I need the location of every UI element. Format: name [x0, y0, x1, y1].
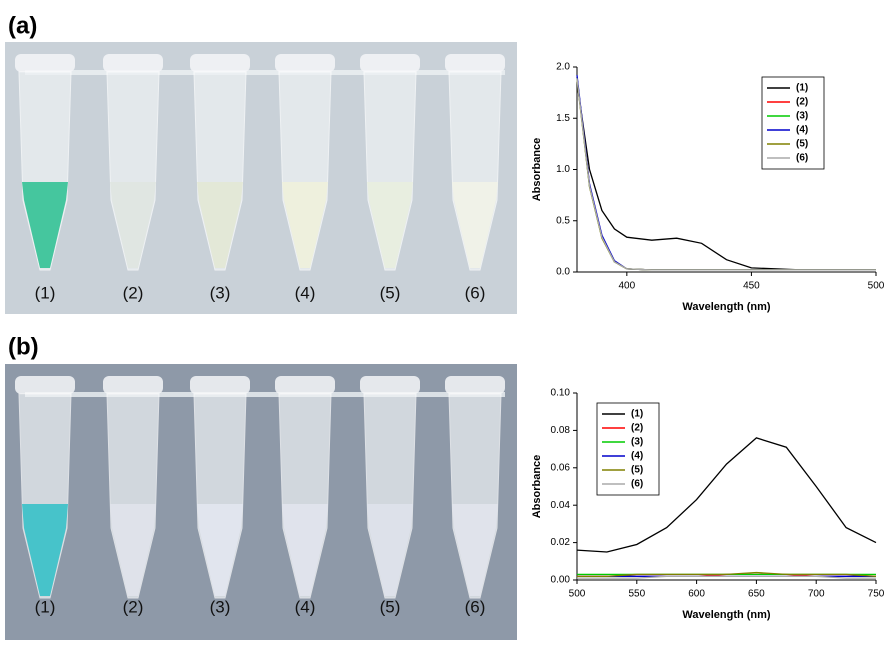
tube-label: (6) [465, 283, 486, 302]
tube-liquid [22, 182, 68, 268]
tube-label: (4) [295, 597, 316, 616]
tube-label: (5) [380, 283, 401, 302]
panel-label: (b) [8, 333, 39, 360]
data-line [577, 571, 877, 577]
legend-label: (3) [631, 437, 643, 448]
tube-liquid [110, 504, 156, 596]
tube-cap [15, 54, 75, 72]
photo-background [5, 42, 517, 314]
legend-label: (6) [796, 153, 808, 164]
tube-liquid [197, 182, 243, 268]
data-line [576, 77, 876, 271]
tube-strip [25, 70, 505, 75]
y-tick-label: 1.0 [556, 164, 570, 175]
tube-strip [25, 392, 505, 397]
x-tick-label: 500 [868, 281, 885, 292]
data-line [576, 79, 876, 271]
y-tick-label: 0.0 [556, 267, 570, 278]
tube-cap [103, 376, 163, 394]
tube-cap [103, 54, 163, 72]
legend-label: (5) [796, 139, 808, 150]
tube-cap [275, 376, 335, 394]
x-tick-label: 500 [569, 589, 586, 600]
tube-cap [15, 376, 75, 394]
tube-cap [445, 376, 505, 394]
data-line [576, 437, 877, 553]
y-axis-label: Absorbance [531, 455, 543, 519]
data-line [577, 575, 876, 579]
panel-label: (a) [8, 12, 37, 39]
data-line [576, 75, 876, 271]
y-tick-label: 0.08 [551, 425, 571, 436]
legend-label: (5) [631, 465, 643, 476]
tube-label: (3) [210, 283, 231, 302]
legend-label: (4) [796, 125, 808, 136]
x-tick-label: 400 [618, 281, 635, 292]
legend-label: (2) [796, 97, 808, 108]
tube-cap [360, 376, 420, 394]
photo-background [5, 364, 517, 640]
y-axis-label: Absorbance [531, 138, 543, 202]
x-tick-label: 600 [688, 589, 705, 600]
legend-label: (1) [631, 409, 643, 420]
legend-label: (1) [796, 83, 808, 94]
tube-label: (4) [295, 283, 316, 302]
tube-label: (2) [123, 597, 144, 616]
y-tick-label: 0.5 [556, 215, 570, 226]
y-tick-label: 0.00 [551, 575, 571, 586]
y-tick-label: 2.0 [556, 62, 570, 73]
legend-label: (3) [796, 111, 808, 122]
x-tick-label: 650 [748, 589, 765, 600]
tube-label: (1) [35, 597, 56, 616]
tube-liquid [367, 182, 413, 268]
legend-box [761, 76, 825, 170]
tube-label: (5) [380, 597, 401, 616]
tube-liquid [282, 504, 328, 596]
legend-label: (2) [631, 423, 643, 434]
tube-liquid [282, 182, 328, 268]
tube-liquid [197, 504, 243, 596]
x-axis-label: Wavelength (nm) [682, 301, 771, 313]
y-tick-label: 0.04 [551, 500, 571, 511]
x-tick-label: 550 [628, 589, 645, 600]
tube-label: (3) [210, 597, 231, 616]
x-axis-label: Wavelength (nm) [682, 609, 771, 621]
y-tick-label: 0.06 [551, 462, 571, 473]
data-line [576, 77, 876, 271]
y-tick-label: 1.5 [556, 113, 570, 124]
data-line [576, 82, 876, 271]
data-line [576, 78, 876, 271]
x-tick-label: 450 [743, 281, 760, 292]
tube-cap [275, 54, 335, 72]
tube-liquid [367, 504, 413, 596]
tube-liquid [452, 504, 498, 596]
legend-label: (6) [631, 479, 643, 490]
legend-label: (4) [631, 451, 643, 462]
tube-liquid [22, 504, 68, 596]
tube-label: (1) [35, 283, 56, 302]
legend-box [596, 402, 660, 496]
tube-label: (6) [465, 597, 486, 616]
tube-cap [190, 54, 250, 72]
tube-liquid [452, 182, 498, 268]
tube-cap [360, 54, 420, 72]
y-tick-label: 0.10 [551, 388, 571, 399]
x-tick-label: 700 [808, 589, 825, 600]
tube-liquid [110, 182, 156, 268]
x-tick-label: 750 [868, 589, 885, 600]
tube-cap [190, 376, 250, 394]
y-tick-label: 0.02 [551, 537, 571, 548]
tube-label: (2) [123, 283, 144, 302]
tube-cap [445, 54, 505, 72]
